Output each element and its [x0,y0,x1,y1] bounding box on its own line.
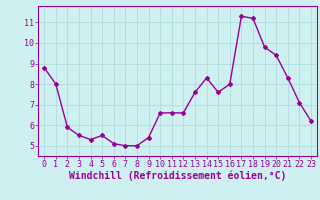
X-axis label: Windchill (Refroidissement éolien,°C): Windchill (Refroidissement éolien,°C) [69,171,286,181]
